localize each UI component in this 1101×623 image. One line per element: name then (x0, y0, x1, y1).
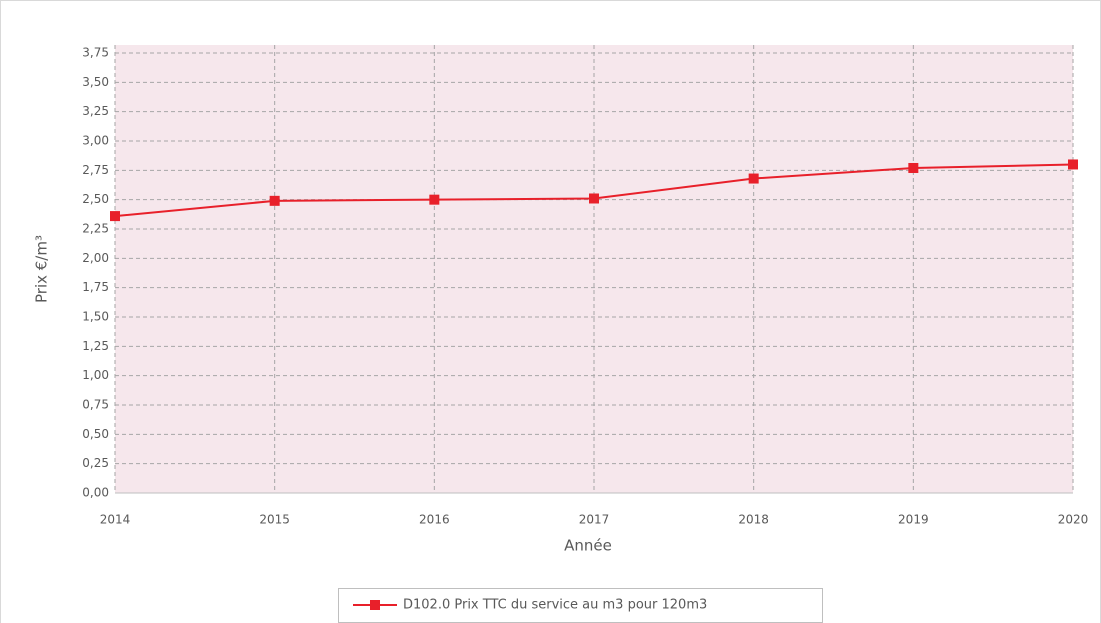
legend-marker (370, 600, 380, 610)
marker (110, 211, 120, 222)
y-tick-label: 1,50 (82, 310, 109, 324)
y-tick-label: 3,50 (82, 75, 109, 89)
y-axis-title: Prix €/m³ (33, 235, 51, 303)
x-tick-label: 2015 (259, 513, 290, 527)
x-tick-label: 2017 (579, 513, 610, 527)
y-tick-label: 0,25 (82, 456, 109, 470)
marker (908, 162, 919, 173)
x-tick-label: 2020 (1058, 513, 1089, 527)
legend-label: D102.0 Prix TTC du service au m3 pour 12… (403, 598, 707, 613)
y-tick-label: 1,75 (82, 280, 109, 294)
y-tick-label: 0,75 (82, 398, 109, 412)
y-tick-label: 0,00 (82, 486, 109, 500)
x-tick-label: 2019 (898, 513, 929, 527)
marker (269, 195, 280, 206)
x-tick-label: 2014 (100, 513, 131, 527)
y-tick-label: 2,25 (82, 222, 109, 236)
x-tick-label: 2018 (738, 513, 769, 527)
y-tick-label: 3,25 (82, 104, 109, 118)
marker (429, 194, 440, 205)
y-tick-label: 2,00 (82, 251, 109, 265)
marker (748, 173, 759, 184)
y-tick-label: 3,75 (82, 46, 109, 60)
x-tick-label: 2016 (419, 513, 450, 527)
marker (1068, 159, 1078, 170)
y-tick-label: 0,50 (82, 427, 109, 441)
x-axis-title: Année (564, 537, 612, 555)
marker (589, 193, 599, 204)
y-tick-label: 1,25 (82, 339, 109, 353)
y-tick-label: 2,75 (82, 163, 109, 177)
y-tick-label: 3,00 (82, 134, 109, 148)
y-tick-label: 1,00 (82, 368, 109, 382)
y-tick-label: 2,50 (82, 192, 109, 206)
